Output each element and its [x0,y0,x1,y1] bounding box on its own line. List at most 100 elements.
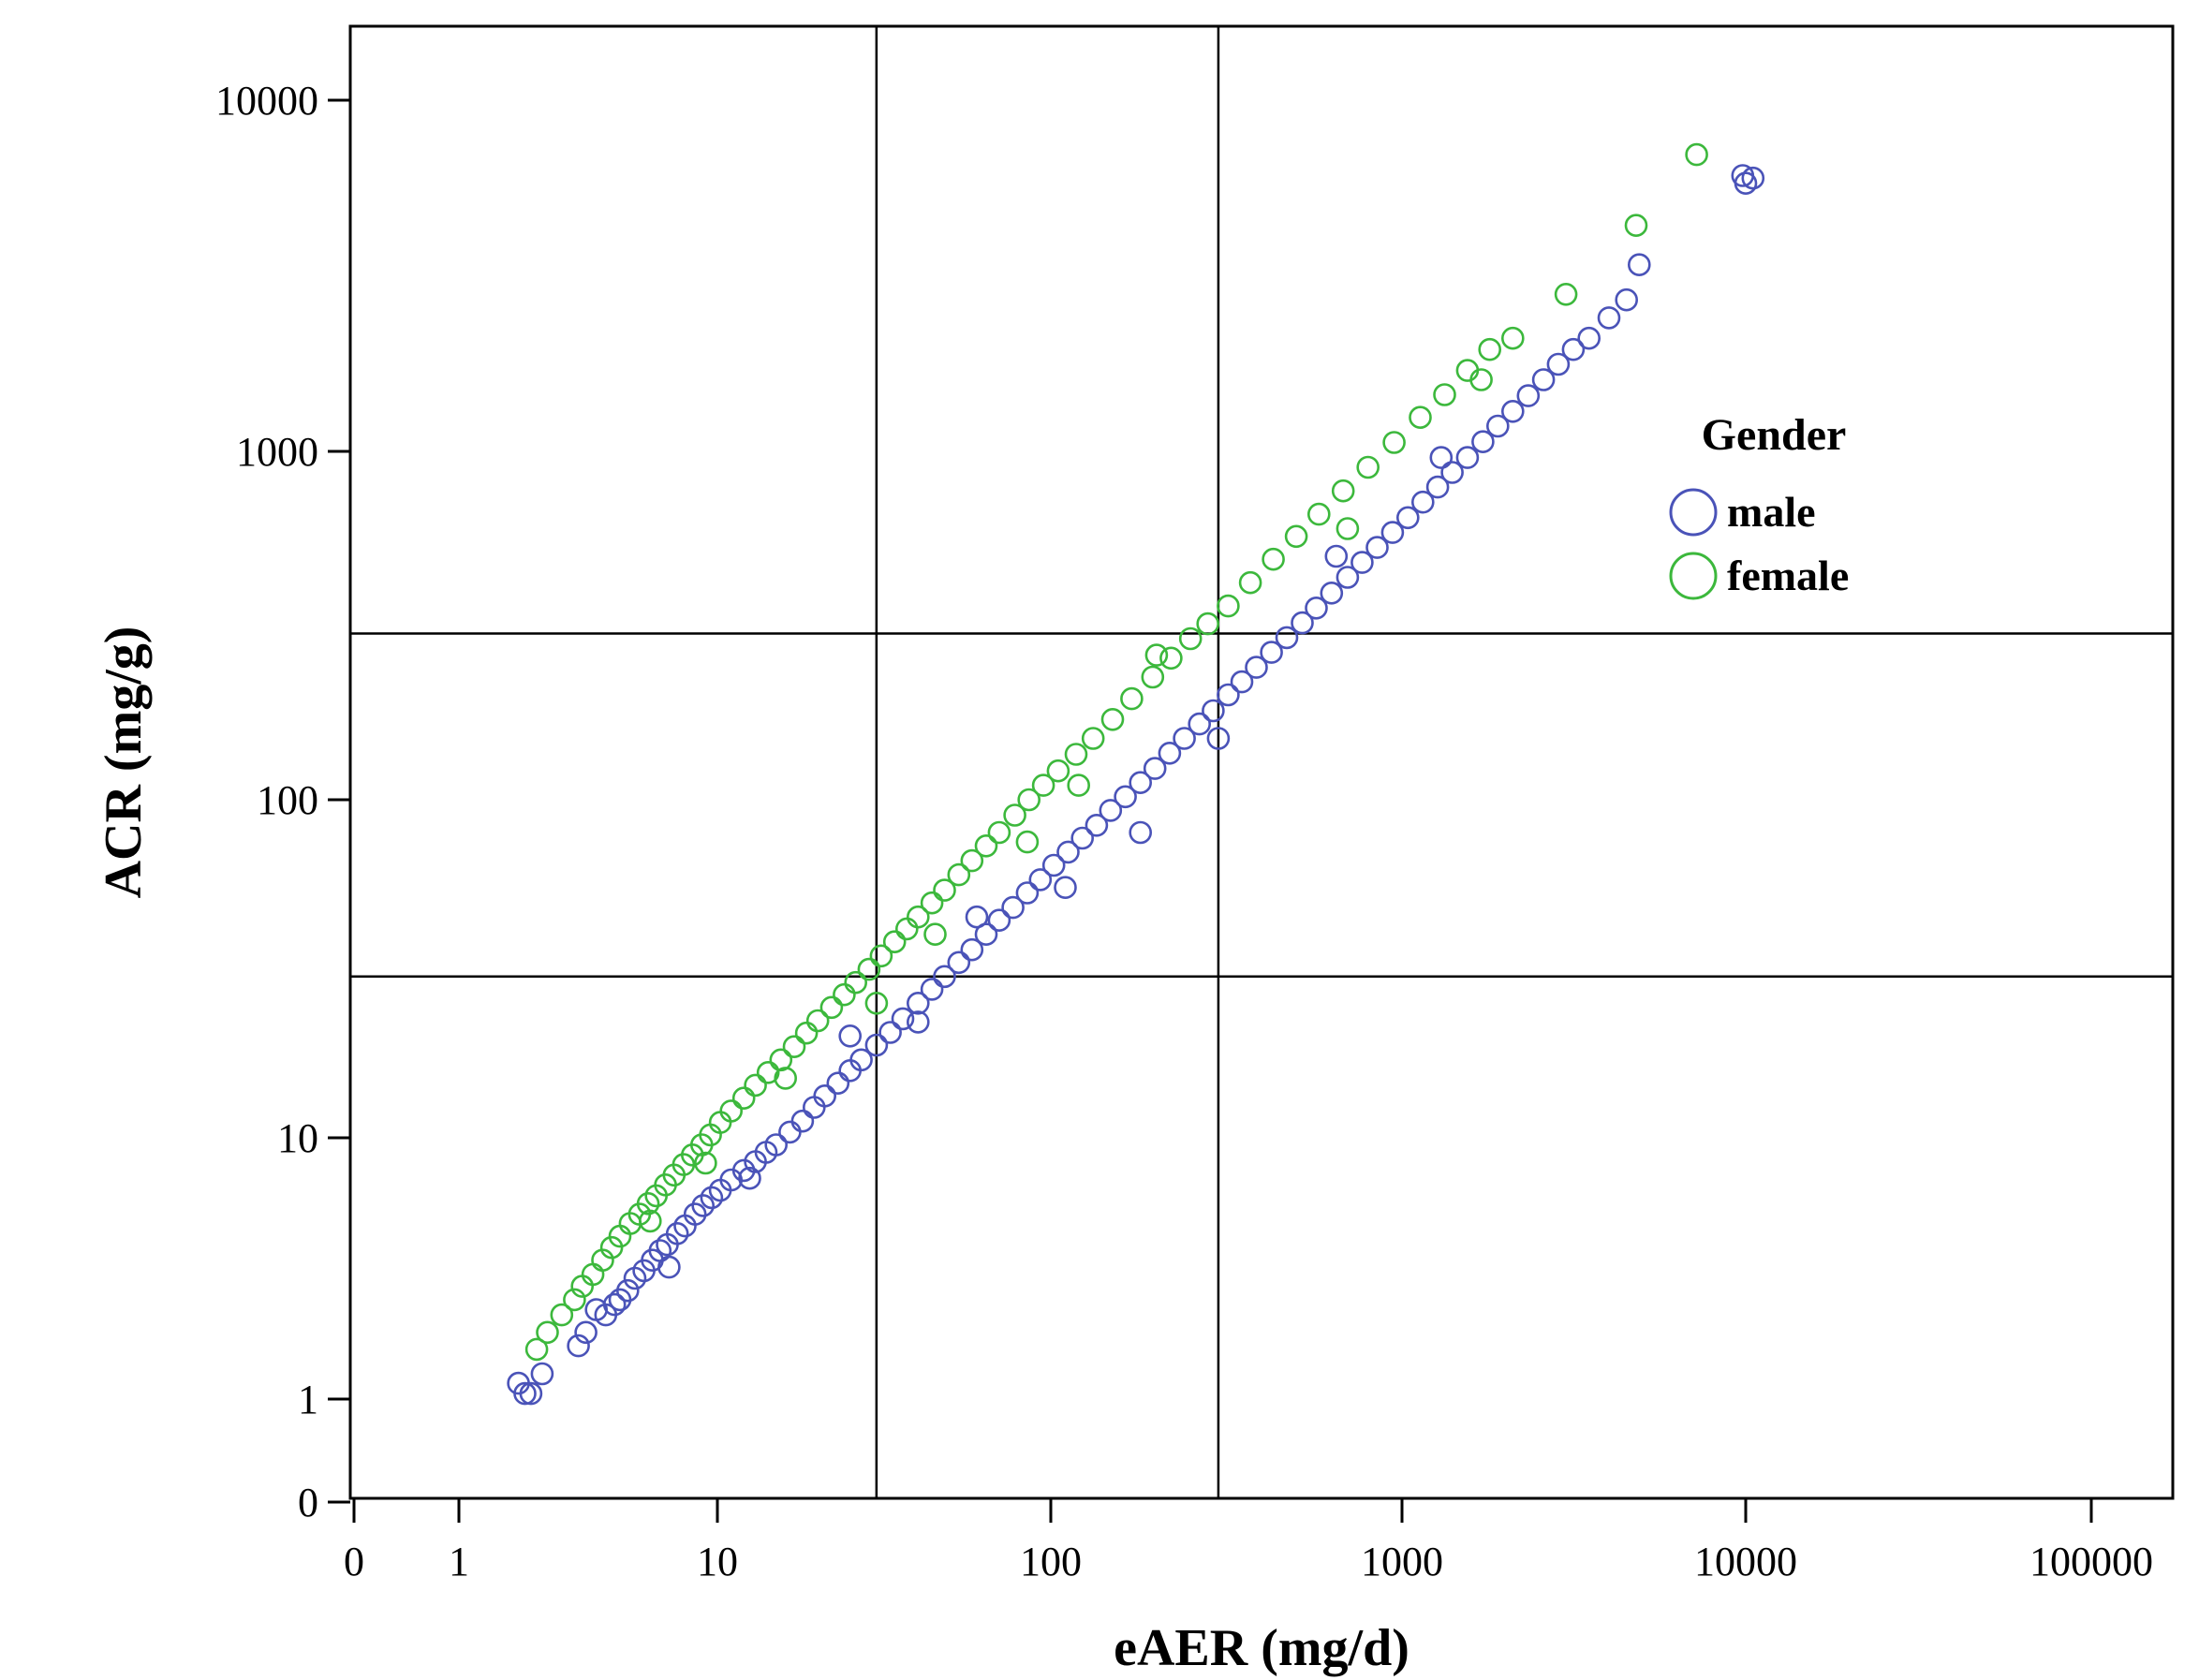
point-male-46 [1028,868,1053,892]
point-female-75 [1015,830,1040,854]
point-male-62 [1260,641,1283,664]
point-male-60 [1230,670,1254,694]
point-female-49 [1120,686,1144,711]
point-male-8 [602,1292,627,1317]
point-female-25 [782,1035,806,1058]
point-female-63 [1433,383,1456,406]
point-male-52 [1114,785,1137,809]
point-male-99 [1429,446,1454,469]
point-male-37 [906,992,930,1015]
point-female-21 [731,1086,756,1110]
point-female-61 [1382,431,1406,454]
point-female-70 [638,1209,662,1233]
point-male-97 [1206,727,1231,750]
point-male-77 [1486,414,1510,438]
point-male-3 [530,1362,554,1386]
point-female-52 [1178,626,1203,651]
point-male-89 [1731,164,1755,187]
point-female-76 [1067,774,1090,797]
point-male-10 [615,1278,640,1303]
point-female-23 [756,1061,780,1084]
point-male-90 [657,1255,681,1279]
y-tick-label-1000: 1000 [236,429,318,475]
point-male-4 [567,1334,590,1358]
point-male-44 [1001,895,1025,920]
point-female-38 [947,862,971,887]
point-male-42 [974,922,998,947]
point-female-56 [1262,547,1285,571]
y-tick-label-100: 100 [257,777,318,823]
point-male-18 [683,1202,707,1226]
point-male-20 [700,1186,724,1210]
y-tick-label-10: 10 [277,1115,318,1161]
point-female-11 [636,1192,660,1216]
point-female-41 [987,820,1011,845]
point-female-53 [1196,612,1219,636]
point-female-32 [869,944,893,968]
point-male-98 [1324,544,1349,568]
point-male-72 [1411,490,1435,514]
point-female-55 [1238,570,1262,595]
point-male-78 [1501,399,1525,423]
point-female-0 [524,1337,549,1362]
point-female-74 [923,922,947,947]
data-points [507,142,1765,1406]
point-male-76 [1471,430,1495,454]
point-male-35 [878,1021,902,1044]
point-male-16 [665,1222,689,1245]
legend-marker-female [1669,552,1718,600]
point-male-39 [933,965,956,989]
point-male-26 [764,1133,789,1157]
point-female-58 [1307,502,1331,526]
point-male-74 [1440,461,1464,484]
point-male-94 [965,905,989,929]
point-male-50 [1085,813,1109,837]
point-female-28 [819,995,844,1020]
point-female-60 [1356,455,1380,479]
x-axis-label: eAER (mg/d) [1114,1619,1409,1677]
point-male-64 [1291,611,1314,635]
point-male-70 [1380,521,1405,544]
point-male-86 [1628,253,1651,277]
point-female-36 [920,891,944,915]
point-female-54 [1217,594,1240,618]
point-female-37 [933,878,956,902]
point-female-71 [694,1151,717,1175]
legend-marker-male [1669,488,1718,537]
point-female-43 [1017,788,1040,812]
point-female-30 [844,970,868,995]
point-male-34 [864,1033,889,1057]
point-female-69 [1685,142,1708,167]
point-male-79 [1516,384,1541,407]
point-female-44 [1031,774,1055,797]
x-tick-label-100000: 100000 [2029,1539,2153,1584]
point-female-66 [1501,326,1525,350]
point-female-78 [1336,517,1360,540]
point-female-67 [1554,282,1578,306]
point-male-73 [1425,475,1450,499]
point-male-83 [1577,326,1601,350]
point-male-38 [920,978,944,1001]
point-male-48 [1056,840,1080,864]
point-female-3 [563,1288,586,1312]
point-male-58 [1202,699,1225,723]
point-female-29 [833,982,856,1007]
point-male-66 [1320,581,1344,605]
reference-lines [350,26,2173,1498]
point-female-46 [1064,743,1088,766]
point-female-47 [1081,727,1105,750]
point-female-27 [805,1009,830,1033]
point-female-51 [1159,646,1183,671]
x-tick-label-1: 1 [449,1539,469,1584]
point-female-73 [864,992,889,1015]
point-male-69 [1365,536,1389,559]
point-female-77 [1144,643,1169,667]
legend-label-male: male [1727,488,1816,536]
point-female-50 [1141,665,1165,689]
point-female-48 [1100,707,1125,731]
point-female-33 [882,930,907,954]
point-female-45 [1046,759,1070,783]
point-male-96 [1129,820,1152,845]
y-axis-label: ACR (mg/g) [95,626,153,899]
